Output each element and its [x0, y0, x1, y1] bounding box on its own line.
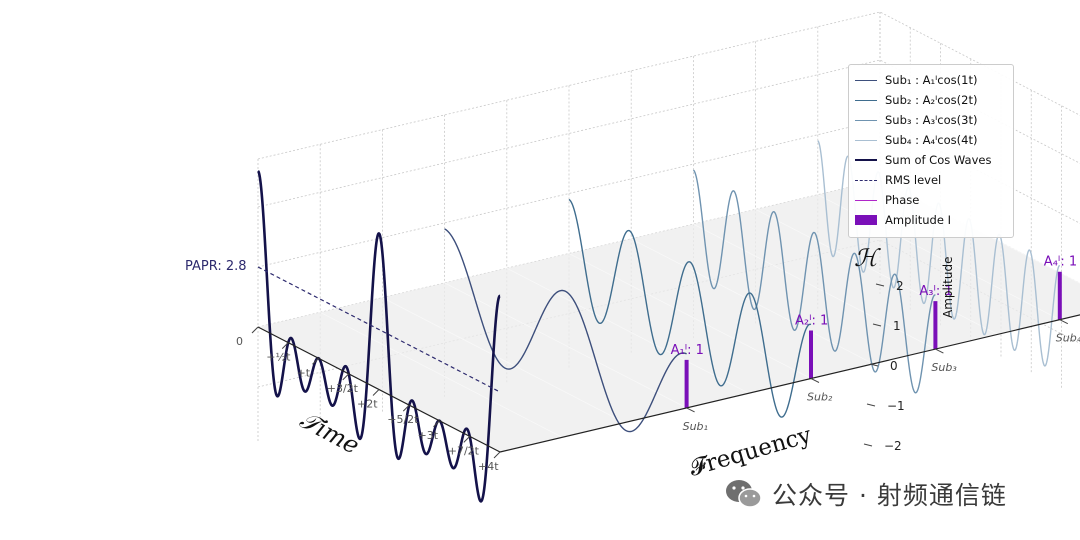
amplitude-bars: A₁ᴵ: 1 A₂ᴵ: 1 A₃ᴵ: 1 A₄ᴵ: 1 — [671, 255, 1077, 408]
wechat-icon — [726, 480, 762, 508]
frequency-tick — [686, 407, 695, 413]
legend-label-sub1: Sub₁ : A₁ᴵcos(1t) — [885, 73, 978, 87]
hilbert-axis-title: ℋ — [854, 244, 881, 272]
floor-grid-line — [382, 297, 625, 423]
legend-swatch-sub1 — [855, 79, 877, 81]
legend-item-sum: Sum of Cos Waves — [855, 151, 991, 169]
grid-line-horizontal — [257, 119, 1080, 268]
amplitude-bar-label-3: A₃ᴵ: 1 — [919, 284, 952, 299]
amplitude-tick-label: −2 — [884, 439, 902, 453]
legend-label-sub3: Sub₃ : A₃ᴵcos(3t) — [885, 113, 978, 127]
amplitude-tick — [863, 443, 873, 447]
sum-of-cos-waves — [257, 170, 501, 503]
time-tick — [281, 342, 289, 349]
time-tick-label: +4t — [478, 460, 499, 473]
grid-line-horizontal — [257, 59, 1080, 208]
floor-grid-line — [693, 223, 936, 350]
subcarrier-wave-2 — [568, 198, 812, 418]
legend-swatch-sub2 — [855, 99, 877, 101]
frequency-tick-label: Sub₄ — [1056, 332, 1080, 345]
legend-item-sub3: Sub₃ : A₃ᴵcos(3t) — [855, 111, 977, 129]
floor-grid-line — [755, 209, 998, 335]
legend-swatch-rms — [855, 179, 877, 181]
time-tick-label: 0 — [236, 335, 243, 348]
watermark: 公众号 · 射频通信链 — [724, 476, 1007, 512]
amplitude-tick — [875, 283, 885, 287]
legend-label-sub4: Sub₄ : A₄ᴵcos(4t) — [885, 133, 978, 147]
floor-grid-line — [631, 238, 874, 365]
legend-label-sum: Sum of Cos Waves — [885, 153, 992, 167]
subcarrier-wave-3 — [692, 169, 936, 394]
time-tick-label: +5/2t — [387, 413, 419, 426]
watermark-text: 公众号 · 射频通信链 — [772, 481, 1007, 510]
legend: Sub₁ : A₁ᴵcos(1t) Sub₂ : A₂ᴵcos(2t) Sub₃ :… — [848, 64, 1014, 238]
legend-label-amp: Amplitude I — [885, 213, 951, 227]
frequency-tick — [810, 378, 820, 383]
legend-item-sub1: Sub₁ : A₁ᴵcos(1t) — [855, 71, 977, 89]
floor-grid-line — [444, 282, 687, 409]
amplitude-tick-label: −1 — [887, 399, 905, 413]
rms-level-line — [257, 266, 501, 393]
time-tick-label: +t — [297, 366, 311, 379]
legend-swatch-amp — [855, 215, 877, 225]
floor-surface — [258, 180, 1080, 452]
floor-grid-line — [320, 311, 563, 438]
subcarrier-wave-1 — [444, 228, 687, 433]
legend-item-rms: RMS level — [855, 171, 941, 189]
papr-label: PAPR: 2.8 — [185, 259, 247, 274]
legend-item-phase: Phase — [855, 191, 919, 209]
frequency-tick-label: Sub₁ — [683, 420, 708, 433]
amplitude-bar-label-1: A₁ᴵ: 1 — [671, 343, 704, 358]
time-tick — [433, 420, 440, 428]
time-tick-label: +½t — [266, 351, 291, 364]
time-tick — [251, 326, 259, 334]
time-tick — [372, 389, 380, 396]
amplitude-tick-label: 2 — [896, 279, 904, 293]
time-tick-label: +7/2t — [448, 444, 480, 457]
floor-plane — [257, 179, 1080, 453]
grid-top-edge — [257, 11, 1080, 160]
amplitude-bar-label-2: A₂ᴵ: 1 — [795, 314, 828, 329]
time-tick-label: +3/2t — [327, 382, 359, 395]
frequency-tick-label: Sub₂ — [807, 391, 833, 404]
amplitude-tick-label: 1 — [893, 319, 901, 333]
frequency-tick — [1059, 319, 1069, 325]
amplitude-bar-label-4: A₄ᴵ: 1 — [1044, 255, 1077, 270]
legend-swatch-phase — [855, 199, 877, 201]
legend-label-phase: Phase — [885, 193, 920, 207]
floor-grid-line — [568, 253, 812, 379]
legend-item-sub2: Sub₂ : A₂ᴵcos(2t) — [855, 91, 977, 109]
time-tick-label: +2t — [357, 398, 378, 411]
legend-item-sub4: Sub₄ : A₄ᴵcos(4t) — [855, 131, 977, 149]
time-tick-label: +3t — [418, 429, 439, 442]
frequency-tick-label: Sub₃ — [931, 361, 957, 374]
amplitude-axis-title: Amplitude — [941, 257, 955, 319]
time-tick — [463, 436, 471, 443]
time-tick — [402, 404, 410, 412]
legend-label-rms: RMS level — [885, 173, 942, 187]
axes — [251, 283, 1080, 459]
wave-series — [257, 140, 1060, 503]
time-tick — [342, 373, 350, 381]
amplitude-tick — [872, 323, 882, 327]
legend-swatch-sum — [855, 159, 877, 161]
amplitude-tick-label: 0 — [890, 359, 898, 373]
legend-swatch-sub3 — [855, 119, 877, 121]
legend-swatch-sub4 — [855, 139, 877, 141]
legend-item-amp: Amplitude I — [855, 211, 951, 229]
time-tick — [312, 357, 319, 365]
amplitude-tick — [869, 363, 879, 367]
amplitude-tick — [866, 403, 876, 407]
frequency-tick — [935, 348, 944, 354]
time-tick — [493, 451, 501, 459]
legend-label-sub2: Sub₂ : A₂ᴵcos(2t) — [885, 93, 978, 107]
floor-grid-line — [506, 267, 749, 394]
